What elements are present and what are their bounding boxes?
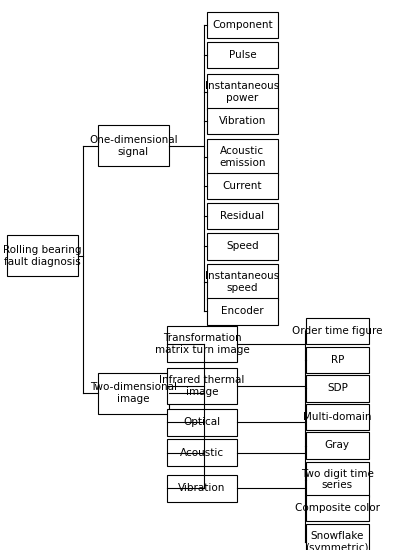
Text: Component: Component (212, 20, 273, 30)
Text: Speed: Speed (226, 241, 259, 251)
FancyBboxPatch shape (306, 346, 368, 373)
Text: Acoustic: Acoustic (180, 448, 224, 458)
FancyBboxPatch shape (306, 432, 368, 459)
Text: RP: RP (330, 355, 344, 365)
Text: Encoder: Encoder (221, 306, 264, 316)
Text: Two digit time
series: Two digit time series (301, 469, 374, 491)
Text: Instantaneous
speed: Instantaneous speed (205, 271, 280, 293)
FancyBboxPatch shape (306, 524, 368, 550)
Text: Snowflake
(symmetric): Snowflake (symmetric) (305, 531, 369, 550)
FancyBboxPatch shape (207, 12, 278, 38)
Text: Two-dimensional
image: Two-dimensional image (90, 382, 177, 404)
FancyBboxPatch shape (207, 233, 278, 260)
Text: SDP: SDP (327, 383, 348, 393)
FancyBboxPatch shape (306, 462, 368, 497)
Text: Infrared thermal
image: Infrared thermal image (159, 375, 245, 397)
FancyBboxPatch shape (207, 139, 278, 175)
FancyBboxPatch shape (166, 326, 237, 362)
Text: Multi-domain: Multi-domain (303, 412, 372, 422)
Text: Transformation
matrix turn image: Transformation matrix turn image (155, 333, 249, 355)
FancyBboxPatch shape (207, 298, 278, 324)
Text: Composite color: Composite color (295, 503, 380, 513)
FancyBboxPatch shape (98, 125, 169, 166)
Text: One-dimensional
signal: One-dimensional signal (89, 135, 178, 157)
FancyBboxPatch shape (98, 373, 169, 414)
Text: Current: Current (223, 181, 262, 191)
Text: Optical: Optical (183, 417, 221, 427)
FancyBboxPatch shape (7, 235, 78, 276)
FancyBboxPatch shape (207, 42, 278, 68)
Text: Acoustic
emission: Acoustic emission (219, 146, 266, 168)
FancyBboxPatch shape (207, 74, 278, 110)
FancyBboxPatch shape (306, 318, 368, 344)
Text: Instantaneous
power: Instantaneous power (205, 81, 280, 103)
FancyBboxPatch shape (207, 264, 278, 300)
FancyBboxPatch shape (166, 439, 237, 466)
Text: Rolling bearing
fault diagnosis: Rolling bearing fault diagnosis (3, 245, 82, 267)
FancyBboxPatch shape (207, 108, 278, 134)
FancyBboxPatch shape (166, 475, 237, 502)
Text: Order time figure: Order time figure (292, 326, 383, 336)
FancyBboxPatch shape (166, 368, 237, 404)
FancyBboxPatch shape (166, 409, 237, 436)
Text: Vibration: Vibration (219, 116, 266, 126)
FancyBboxPatch shape (306, 404, 368, 430)
FancyBboxPatch shape (207, 173, 278, 199)
FancyBboxPatch shape (306, 375, 368, 402)
Text: Residual: Residual (220, 211, 265, 221)
FancyBboxPatch shape (207, 203, 278, 229)
Text: Pulse: Pulse (229, 50, 256, 60)
Text: Gray: Gray (325, 441, 350, 450)
Text: Vibration: Vibration (178, 483, 226, 493)
FancyBboxPatch shape (306, 495, 368, 521)
